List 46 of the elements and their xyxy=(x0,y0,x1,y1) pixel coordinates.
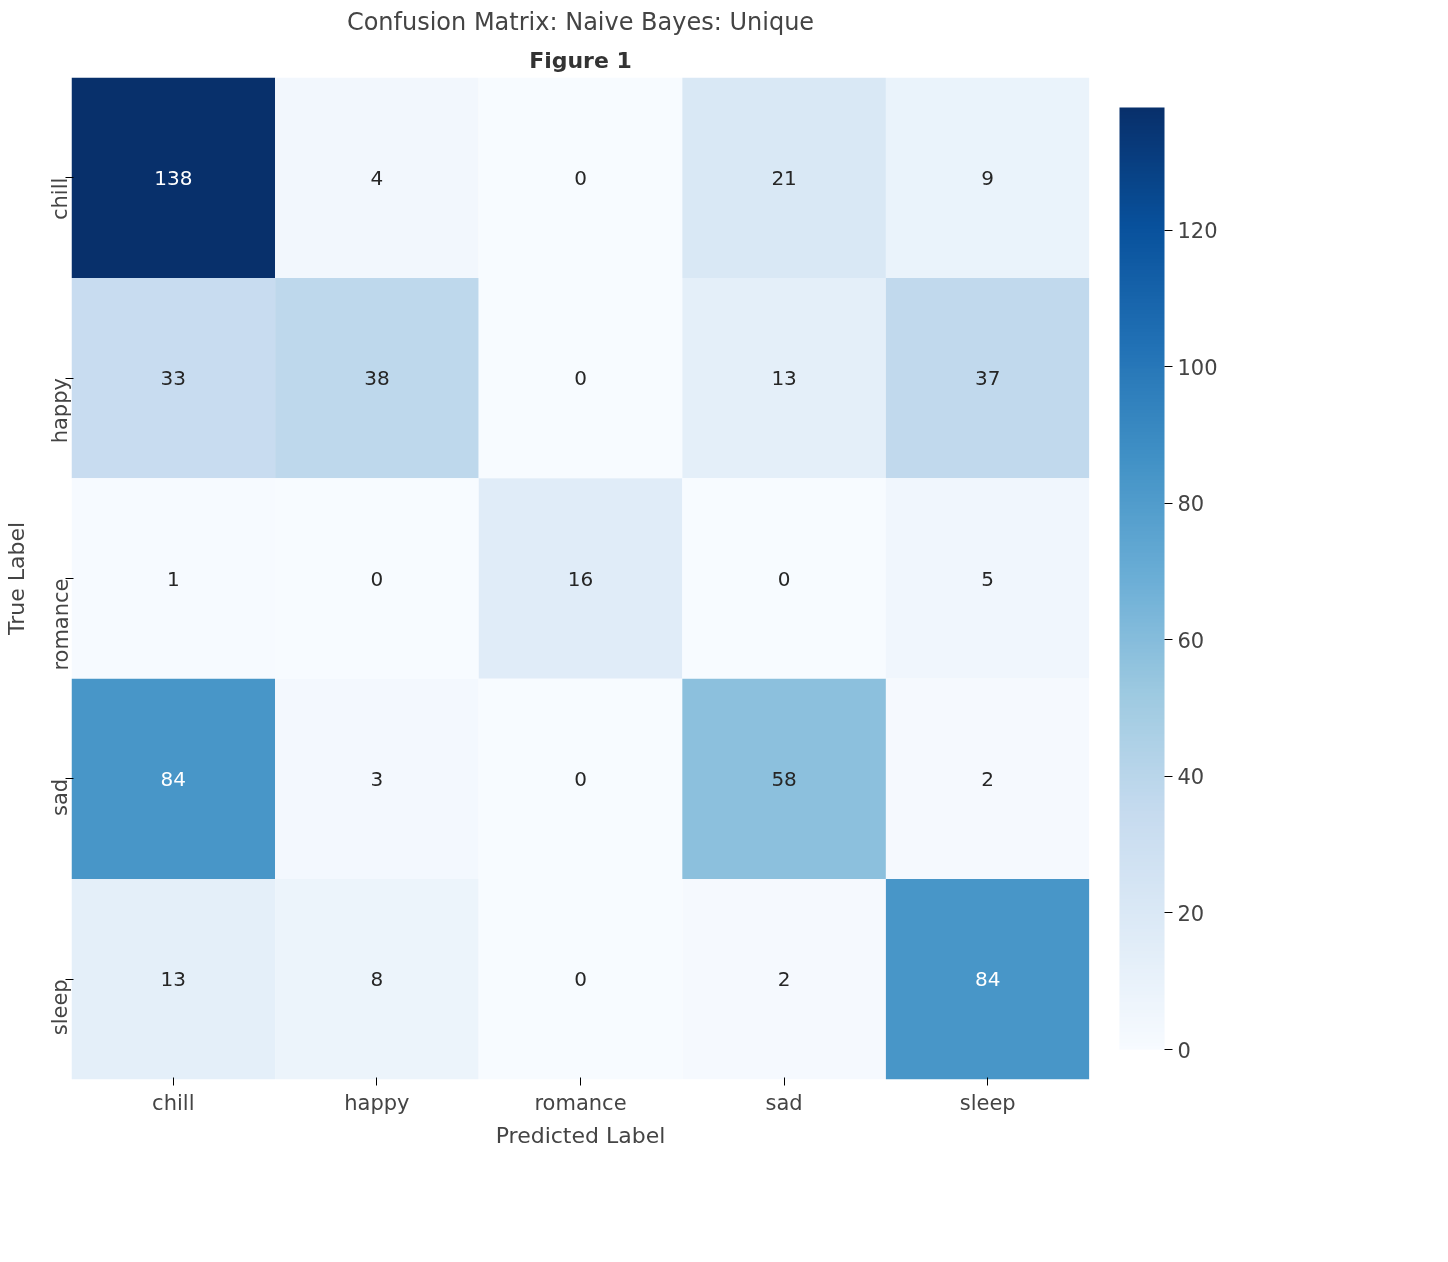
data-label: 2 xyxy=(777,967,791,992)
data-label: 33 xyxy=(160,366,187,391)
data-label: 3 xyxy=(370,766,384,791)
caption: Figure 1 xyxy=(529,47,632,73)
color-bar-label: 40 xyxy=(1177,765,1205,790)
data-label: 37 xyxy=(974,366,1001,391)
data-label: 0 xyxy=(574,165,587,190)
y-tick-label: chill xyxy=(48,177,73,221)
data-label: 38 xyxy=(364,366,390,391)
y-tick-label: sleep xyxy=(48,979,73,1036)
color-bar-label: 20 xyxy=(1177,901,1205,926)
x-tick-label: happy xyxy=(344,1090,410,1115)
data-label: 13 xyxy=(160,967,187,992)
data-label: 16 xyxy=(567,566,594,591)
y-tick-label: sad xyxy=(48,778,73,817)
data-label: 0 xyxy=(574,366,587,391)
y-tick-label: happy xyxy=(48,378,73,444)
color-bar-label: 120 xyxy=(1177,219,1218,244)
x-tick-label: sleep xyxy=(959,1090,1016,1115)
data-label: 5 xyxy=(981,566,995,591)
y-axis-title: True Label xyxy=(3,521,29,637)
data-label: 4 xyxy=(370,165,384,190)
x-axis-title: Predicted Label xyxy=(495,1122,666,1148)
chart-title: Confusion Matrix: Naive Bayes: Unique xyxy=(346,7,815,36)
data-label: 2 xyxy=(981,766,995,791)
data-label: 21 xyxy=(771,165,797,190)
data-label: 9 xyxy=(981,165,995,190)
color-bar-label: 0 xyxy=(1177,1038,1191,1063)
data-label: 84 xyxy=(160,766,187,791)
x-tick-label: sad xyxy=(765,1090,803,1115)
data-label: 0 xyxy=(574,766,587,791)
data-label: 0 xyxy=(777,566,791,591)
data-label: 138 xyxy=(154,165,193,190)
x-tick-label: chill xyxy=(152,1090,195,1115)
data-label: 84 xyxy=(974,967,1001,992)
data-label: 58 xyxy=(771,766,797,791)
data-label: 8 xyxy=(370,967,384,992)
y-tick-label: romance xyxy=(48,578,73,671)
data-label: 0 xyxy=(574,967,587,992)
color-bar-label: 60 xyxy=(1177,628,1205,653)
data-label: 13 xyxy=(771,366,797,391)
data-label: 1 xyxy=(166,566,180,591)
data-label: 0 xyxy=(370,566,384,591)
color-bar-label: 80 xyxy=(1177,492,1205,517)
color-bar-label: 100 xyxy=(1177,355,1218,380)
x-tick-label: romance xyxy=(534,1090,627,1115)
